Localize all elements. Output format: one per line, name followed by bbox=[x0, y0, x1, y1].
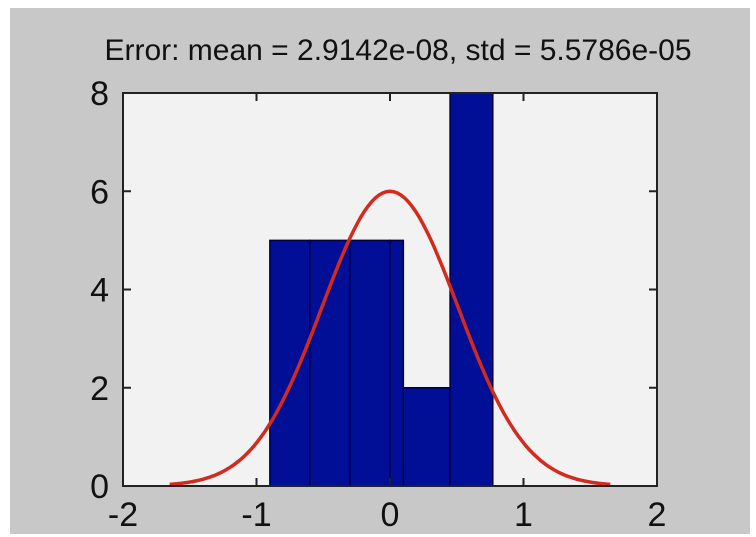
x-tick-label: 2 bbox=[648, 496, 667, 534]
histogram-bar bbox=[309, 239, 351, 487]
histogram-bar bbox=[449, 92, 494, 487]
ticks-group: -2 -1 0 1 2 0 2 4 6 8 bbox=[90, 75, 666, 534]
y-tick-label: 2 bbox=[90, 370, 109, 408]
histogram-bar bbox=[349, 239, 391, 487]
fit-curve bbox=[169, 189, 611, 487]
x-tick-label: -1 bbox=[241, 496, 271, 534]
y-tick-label: 8 bbox=[90, 75, 109, 113]
y-tick-label: 0 bbox=[90, 468, 109, 506]
histogram-chart: Error: mean = 2.9142e-08, std = 5.5786e-… bbox=[10, 8, 750, 534]
histogram-bar bbox=[402, 387, 451, 487]
y-tick-label: 6 bbox=[90, 173, 109, 211]
bars-group bbox=[269, 92, 494, 487]
histogram-bar bbox=[269, 239, 311, 487]
x-tick-label: 0 bbox=[381, 496, 400, 534]
x-tick-label: 1 bbox=[514, 496, 533, 534]
y-tick-label: 4 bbox=[90, 272, 109, 310]
chart-title: Error: mean = 2.9142e-08, std = 5.5786e-… bbox=[104, 34, 691, 67]
x-tick-label: -2 bbox=[108, 496, 138, 534]
figure: Error: mean = 2.9142e-08, std = 5.5786e-… bbox=[10, 8, 750, 534]
histogram-bar bbox=[389, 239, 405, 487]
